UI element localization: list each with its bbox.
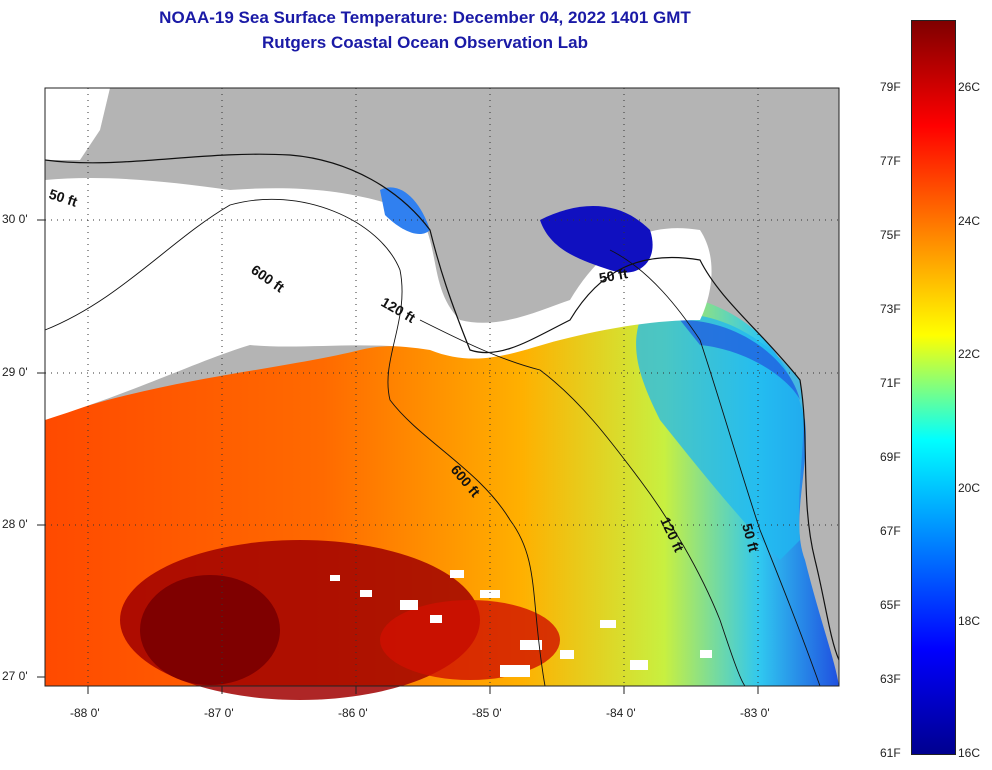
tick-marks	[37, 219, 759, 694]
fahrenheit-label: 61F	[880, 746, 901, 760]
fahrenheit-label: 63F	[880, 672, 901, 686]
fahrenheit-label: 69F	[880, 450, 901, 464]
contour-120ft	[419, 319, 746, 687]
coastline	[44, 153, 840, 661]
fahrenheit-label: 71F	[880, 376, 901, 390]
warm-patch	[380, 600, 560, 680]
map-title: NOAA-19 Sea Surface Temperature: Decembe…	[159, 8, 691, 27]
fahrenheit-label: 75F	[880, 228, 901, 242]
contour-50ft	[609, 249, 821, 687]
map-frame	[44, 87, 840, 687]
fahrenheit-label: 67F	[880, 524, 901, 538]
celsius-label: 20C	[958, 481, 981, 495]
lat-label: 27 0'	[2, 669, 28, 683]
celsius-label: 24C	[958, 214, 981, 228]
contour-600ft	[44, 198, 546, 687]
lon-label: -85 0'	[472, 706, 502, 720]
fahrenheit-label: 79F	[880, 80, 901, 94]
cold-bay-patch	[540, 206, 653, 273]
fahrenheit-label: 77F	[880, 154, 901, 168]
color-scale-bar	[911, 20, 956, 755]
fahrenheit-label: 65F	[880, 598, 901, 612]
lat-label: 30 0'	[2, 212, 28, 226]
lat-label: 29 0'	[2, 365, 28, 379]
contour-label: 50 ft	[739, 522, 762, 554]
bay-patch	[380, 187, 430, 235]
lon-label: -86 0'	[338, 706, 368, 720]
lon-label: -88 0'	[70, 706, 100, 720]
celsius-label: 22C	[958, 347, 981, 361]
celsius-label: 16C	[958, 746, 981, 760]
lon-label: -87 0'	[204, 706, 234, 720]
grid-lines	[45, 88, 839, 686]
cloud-cover-nw	[45, 88, 110, 160]
lat-label: 28 0'	[2, 517, 28, 531]
lon-label: -84 0'	[606, 706, 636, 720]
lon-label: -83 0'	[740, 706, 770, 720]
cloud-cover	[45, 178, 712, 420]
cold-band	[680, 320, 800, 400]
contour-label: 50 ft	[598, 265, 629, 286]
cool-coastal-band	[636, 313, 804, 560]
celsius-label: 26C	[958, 80, 981, 94]
cloud-speckles	[330, 570, 712, 677]
fahrenheit-label: 73F	[880, 302, 901, 316]
warm-core-center	[140, 575, 280, 685]
celsius-label: 18C	[958, 614, 981, 628]
map-subtitle: Rutgers Coastal Ocean Observation Lab	[262, 33, 588, 52]
